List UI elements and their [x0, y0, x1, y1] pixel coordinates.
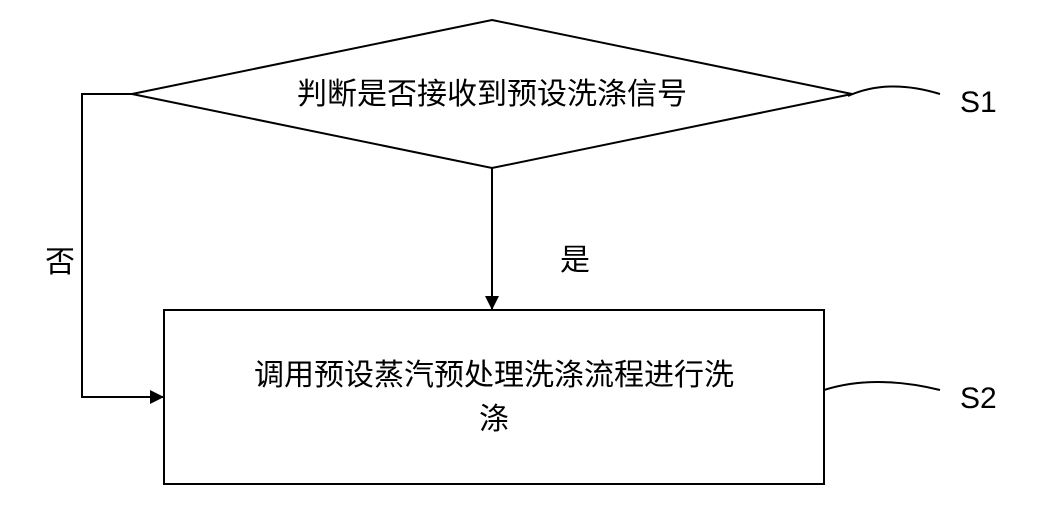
edge-yes-label: 是 [560, 244, 590, 277]
edge-no-label: 否 [45, 246, 75, 279]
flowchart-canvas: 判断是否接收到预设洗涤信号调用预设蒸汽预处理洗涤流程进行洗涤 是 否 S1 S2 [0, 0, 1038, 527]
step-label-s2: S2 [960, 382, 997, 415]
decision-text: 判断是否接收到预设洗涤信号 [297, 78, 687, 111]
process-node [164, 310, 824, 484]
leader-s1 [848, 86, 940, 96]
step-label-s1: S1 [960, 86, 997, 119]
process-text-line2: 涤 [479, 403, 509, 436]
leader-s2 [824, 382, 940, 390]
process-text-line1: 调用预设蒸汽预处理洗涤流程进行洗 [254, 359, 734, 392]
edge-no [82, 94, 164, 397]
